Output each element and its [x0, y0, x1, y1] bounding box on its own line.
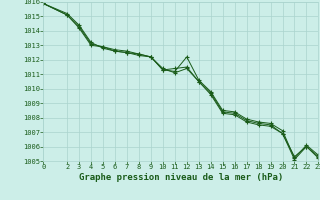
X-axis label: Graphe pression niveau de la mer (hPa): Graphe pression niveau de la mer (hPa)	[79, 173, 283, 182]
